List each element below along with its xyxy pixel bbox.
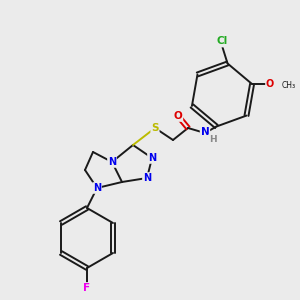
Text: CH₃: CH₃ — [282, 81, 296, 90]
Text: F: F — [83, 283, 91, 293]
Text: N: N — [93, 183, 101, 193]
Text: N: N — [148, 153, 156, 163]
Text: O: O — [266, 79, 274, 89]
Text: O: O — [174, 111, 182, 121]
Text: Cl: Cl — [217, 37, 228, 46]
Text: S: S — [151, 123, 159, 133]
Text: N: N — [201, 127, 209, 137]
Text: N: N — [108, 157, 116, 167]
Text: N: N — [143, 173, 151, 183]
Text: H: H — [209, 134, 217, 143]
